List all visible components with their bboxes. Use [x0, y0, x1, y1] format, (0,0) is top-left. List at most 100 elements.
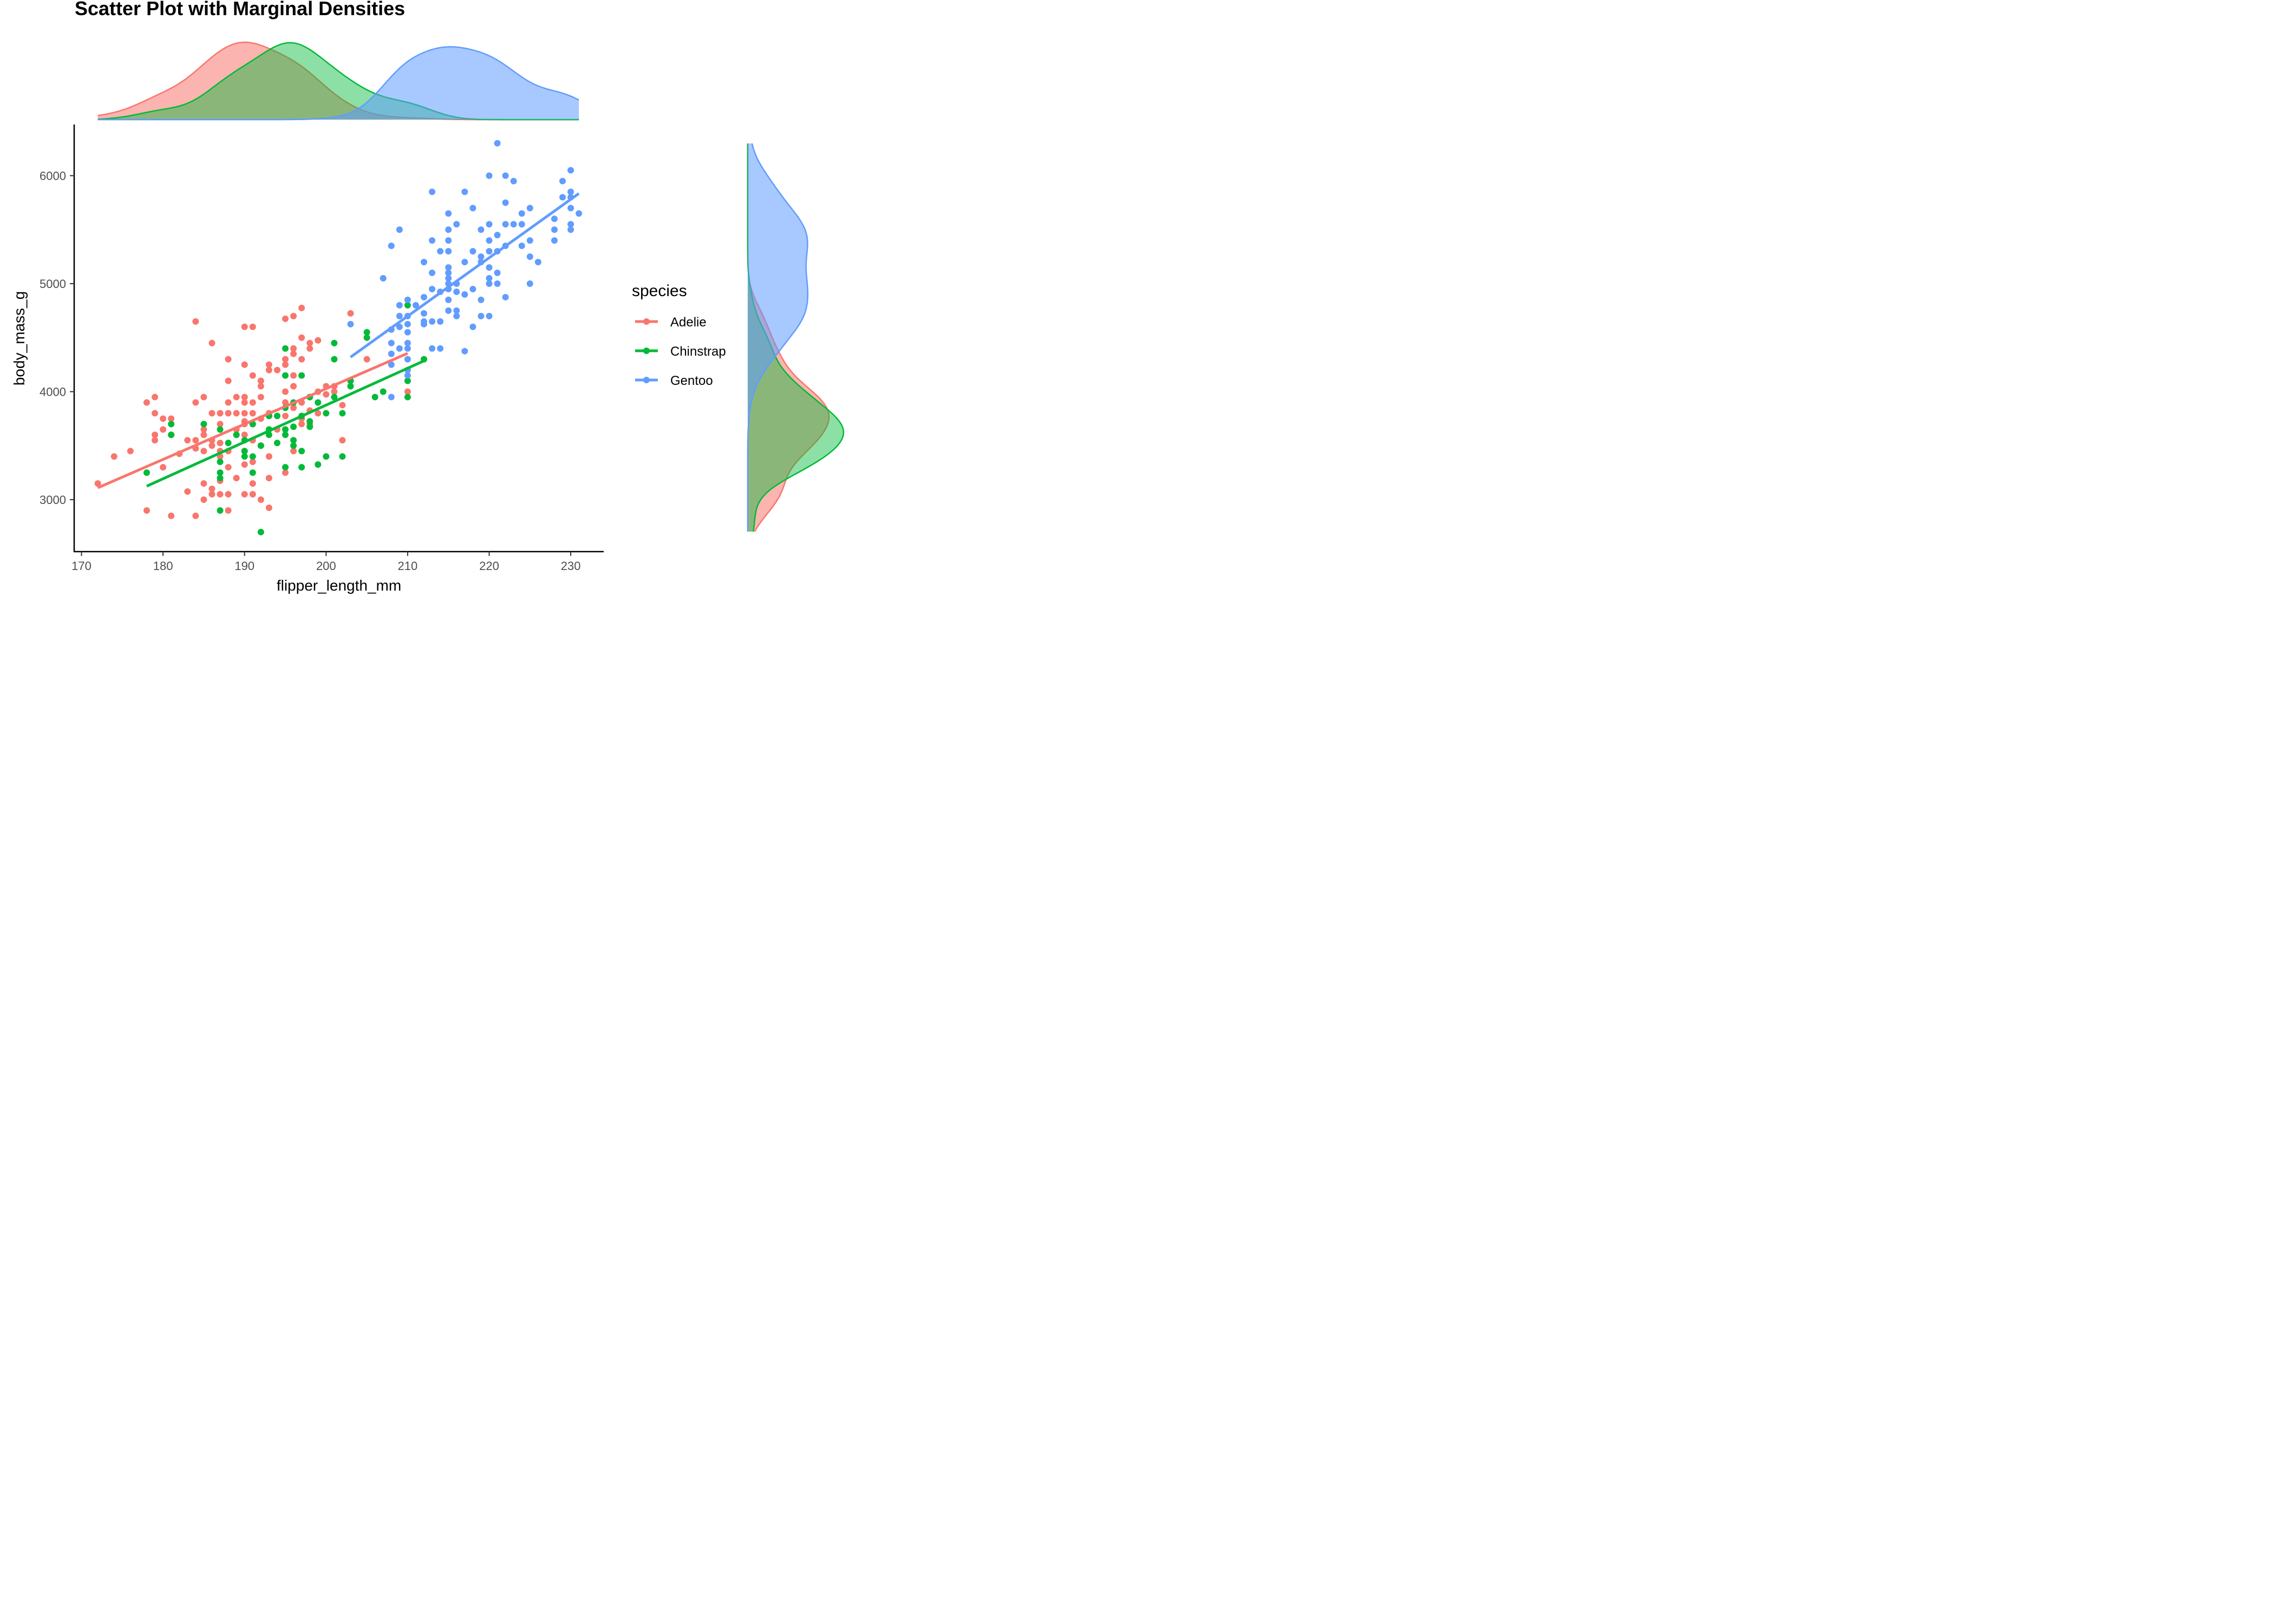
data-point-adelie [323, 391, 330, 398]
data-point-chinstrap [339, 410, 346, 417]
data-point-gentoo [396, 345, 403, 352]
data-point-gentoo [445, 270, 452, 277]
data-point-gentoo [421, 293, 428, 300]
data-point-chinstrap [143, 469, 150, 476]
data-point-gentoo [429, 188, 436, 195]
data-point-chinstrap [241, 453, 248, 460]
data-point-adelie [290, 448, 297, 455]
data-point-adelie [208, 339, 215, 346]
data-point-adelie [200, 448, 207, 455]
data-point-adelie [233, 394, 240, 401]
data-point-chinstrap [323, 410, 330, 417]
data-point-gentoo [469, 323, 476, 330]
data-point-gentoo [429, 285, 436, 292]
data-point-gentoo [445, 210, 452, 217]
data-point-gentoo [478, 226, 485, 233]
data-point-gentoo [469, 248, 476, 255]
data-point-adelie [208, 410, 215, 417]
top-marginal-density [97, 41, 579, 121]
data-point-adelie [241, 399, 248, 406]
data-point-chinstrap [331, 356, 338, 363]
data-point-gentoo [478, 312, 485, 319]
data-point-adelie [265, 453, 272, 460]
data-point-gentoo [429, 318, 436, 325]
data-point-adelie [331, 388, 338, 395]
data-point-adelie [404, 388, 411, 395]
data-point-gentoo [534, 259, 541, 266]
data-point-adelie [290, 345, 297, 352]
data-point-adelie [290, 383, 297, 390]
x-tick-label: 190 [234, 559, 254, 573]
data-point-gentoo [388, 350, 395, 357]
data-point-chinstrap [404, 394, 411, 401]
fit-line-gentoo [350, 192, 580, 358]
data-point-gentoo [494, 140, 501, 147]
data-point-gentoo [453, 288, 460, 295]
data-point-gentoo [567, 205, 574, 212]
y-tick-label: 5000 [40, 277, 66, 291]
data-point-adelie [160, 426, 167, 433]
data-point-gentoo [567, 188, 574, 195]
data-point-adelie [184, 437, 191, 444]
data-point-adelie [282, 412, 289, 420]
data-point-adelie [225, 377, 232, 384]
data-point-gentoo [502, 172, 509, 179]
data-point-gentoo [388, 339, 395, 346]
data-point-adelie [217, 440, 224, 447]
data-point-gentoo [551, 226, 558, 233]
legend: species Adelie Chinstrap Gentoo [632, 282, 726, 388]
data-point-gentoo [502, 199, 509, 206]
data-point-adelie [249, 323, 256, 330]
data-point-adelie [241, 394, 248, 401]
legend-label-adelie: Adelie [670, 315, 707, 330]
data-point-gentoo [421, 259, 428, 266]
data-point-gentoo [453, 307, 460, 314]
data-point-gentoo [486, 172, 493, 179]
regression-lines [97, 192, 580, 489]
data-point-adelie [282, 469, 289, 476]
data-point-chinstrap [331, 339, 338, 346]
data-point-gentoo [518, 210, 525, 217]
data-point-gentoo [412, 302, 419, 309]
data-point-gentoo [567, 167, 574, 174]
data-point-adelie [306, 345, 313, 352]
data-point-gentoo [510, 178, 517, 185]
data-point-adelie [249, 410, 256, 417]
data-point-chinstrap [363, 329, 370, 336]
data-point-adelie [225, 464, 232, 471]
data-point-gentoo [396, 312, 403, 319]
data-point-gentoo [526, 253, 533, 260]
data-point-adelie [290, 312, 297, 319]
data-point-chinstrap [306, 423, 313, 430]
data-point-gentoo [388, 243, 395, 250]
data-point-adelie [233, 475, 240, 482]
data-point-adelie [315, 337, 322, 344]
data-point-gentoo [469, 285, 476, 292]
data-point-gentoo [445, 296, 452, 303]
data-point-gentoo [453, 221, 460, 228]
data-point-adelie [208, 486, 215, 493]
data-point-adelie [298, 421, 305, 428]
data-point-chinstrap [249, 453, 256, 460]
data-point-gentoo [576, 210, 583, 217]
data-point-chinstrap [168, 431, 175, 438]
data-point-gentoo [404, 296, 411, 303]
data-point-gentoo [494, 232, 501, 239]
data-point-chinstrap [241, 448, 248, 455]
data-point-chinstrap [249, 469, 256, 476]
data-point-adelie [241, 491, 248, 498]
data-point-adelie [306, 339, 313, 346]
data-point-chinstrap [331, 394, 338, 401]
x-tick-label: 180 [153, 559, 173, 573]
data-point-chinstrap [257, 442, 264, 449]
data-point-gentoo [494, 280, 501, 287]
fit-line-adelie [97, 352, 408, 489]
right-marginal-density [747, 143, 845, 532]
data-point-gentoo [445, 248, 452, 255]
data-point-adelie [94, 480, 101, 487]
data-point-adelie [143, 507, 150, 514]
data-point-gentoo [469, 205, 476, 212]
data-point-adelie [225, 356, 232, 363]
data-point-gentoo [429, 270, 436, 277]
data-point-chinstrap [217, 507, 224, 514]
